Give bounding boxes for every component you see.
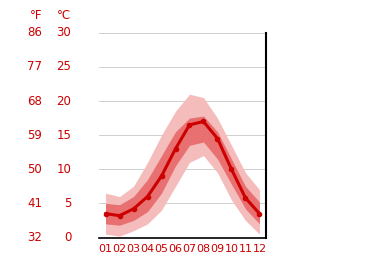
Text: 59: 59 <box>27 129 42 142</box>
Text: 32: 32 <box>27 231 42 244</box>
Text: 77: 77 <box>27 60 42 73</box>
Text: 50: 50 <box>27 163 42 176</box>
Text: 25: 25 <box>56 60 71 73</box>
Text: 30: 30 <box>57 26 71 39</box>
Text: 41: 41 <box>27 197 42 210</box>
Text: 5: 5 <box>64 197 71 210</box>
Text: 15: 15 <box>56 129 71 142</box>
Text: 86: 86 <box>27 26 42 39</box>
Text: °C: °C <box>57 9 71 22</box>
Text: 0: 0 <box>64 231 71 244</box>
Text: 20: 20 <box>56 94 71 108</box>
Text: 68: 68 <box>27 94 42 108</box>
Text: °F: °F <box>30 9 42 22</box>
Text: 10: 10 <box>56 163 71 176</box>
